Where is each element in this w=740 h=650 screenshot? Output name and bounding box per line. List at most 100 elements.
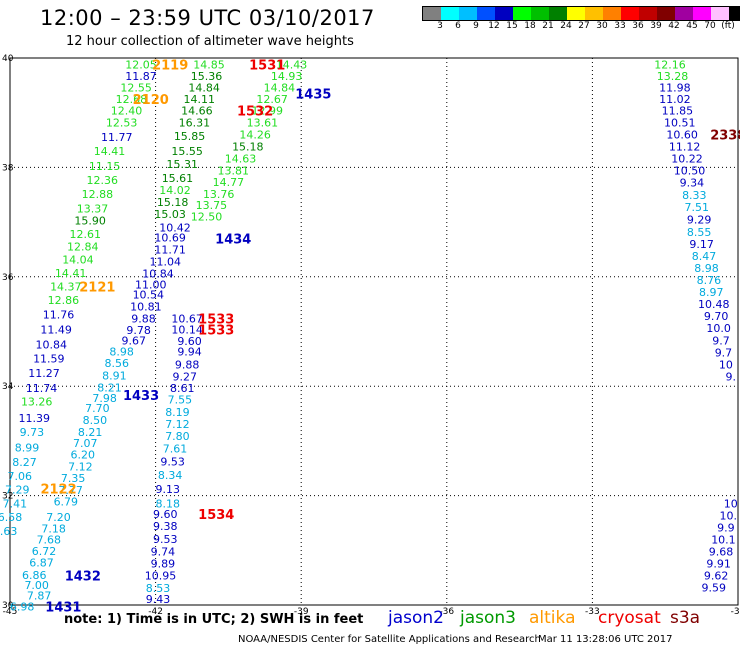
- color-scale-label: 27: [578, 21, 590, 31]
- wave-height-value: 12.61: [69, 228, 101, 241]
- y-tick-label: 38: [2, 163, 14, 173]
- wave-height-value: 8.97: [699, 286, 724, 299]
- wave-height-value: 10.48: [698, 298, 730, 311]
- chart-subtitle: 12 hour collection of altimeter wave hei…: [66, 34, 354, 49]
- pass-time: 2120: [133, 93, 169, 108]
- wave-height-value: 8.56: [105, 357, 130, 370]
- wave-height-value: 10: [724, 497, 738, 510]
- wave-height-value: 7.61: [163, 443, 188, 456]
- x-tick-label: -42: [148, 607, 163, 617]
- wave-height-value: 13.28: [657, 70, 689, 83]
- wave-height-value: 7.00: [24, 579, 49, 592]
- wave-height-value: 10.22: [671, 153, 703, 166]
- wave-height-value: 14.43: [276, 59, 308, 72]
- wave-height-value: 7.12: [165, 418, 190, 431]
- wave-height-value: 11.59: [33, 352, 65, 365]
- wave-height-value: 9.70: [704, 310, 729, 323]
- wave-height-value: 6.63: [0, 525, 17, 538]
- wave-height-value: 9.7: [712, 334, 730, 347]
- pass-time: 1432: [65, 569, 101, 584]
- wave-height-value: 15.55: [171, 145, 203, 158]
- wave-height-value: 15.90: [74, 214, 106, 227]
- wave-height-value: 9.60: [177, 335, 202, 348]
- wave-height-value: 10.50: [674, 165, 706, 178]
- color-scale-label: 70: [704, 21, 716, 31]
- wave-height-value: 14.11: [184, 93, 216, 106]
- wave-height-value: 8.76: [697, 274, 722, 287]
- wave-height-value: 7.18: [41, 522, 66, 535]
- wave-height-value: 9.9: [717, 521, 735, 534]
- wave-height-value: 12.86: [48, 294, 80, 307]
- wave-height-value: 11.71: [154, 243, 186, 256]
- wave-height-value: 15.61: [162, 172, 194, 185]
- color-swatch: [567, 7, 585, 20]
- color-swatch: [729, 7, 740, 20]
- wave-height-value: 13.37: [77, 202, 109, 215]
- satellite-altika: altika: [529, 608, 576, 628]
- color-swatch: [495, 7, 513, 20]
- wave-height-value: 9.29: [687, 213, 712, 226]
- wave-height-value: 14.66: [181, 105, 213, 118]
- wave-height-value: 10.0: [706, 322, 731, 335]
- wave-height-value: 13.61: [247, 117, 279, 130]
- wave-height-value: 6.86: [22, 569, 47, 582]
- wave-height-value: 12.16: [654, 59, 686, 72]
- wave-height-value: 9.91: [706, 557, 731, 570]
- wave-height-value: 12.67: [256, 93, 288, 106]
- wave-height-value: 6.98: [10, 601, 35, 614]
- pass-time: 1534: [198, 508, 234, 523]
- wave-height-value: 9.7: [715, 346, 733, 359]
- wave-height-value: 14.84: [264, 82, 296, 95]
- wave-height-value: 7.87: [27, 590, 52, 603]
- wave-height-value: 9.89: [151, 557, 176, 570]
- color-scale-label: 3: [437, 21, 443, 31]
- pass-time: 2121: [79, 281, 115, 296]
- wave-height-value: 7.29: [5, 484, 30, 497]
- wave-height-value: 9.78: [126, 324, 151, 337]
- wave-height-value: 12.40: [111, 105, 143, 118]
- wave-height-value: 16.31: [179, 117, 211, 130]
- footer-note: note: 1) Time is in UTC; 2) SWH is in fe…: [64, 612, 364, 627]
- wave-height-value: 10.69: [154, 231, 186, 244]
- wave-height-value: 11.00: [135, 278, 167, 291]
- color-swatch: [639, 7, 657, 20]
- wave-height-value: 14.63: [225, 153, 257, 166]
- wave-height-value: 11.02: [659, 93, 691, 106]
- wave-height-value: 14.26: [239, 129, 271, 142]
- color-swatch: [603, 7, 621, 20]
- wave-height-value: 8.33: [682, 189, 707, 202]
- wave-height-value: 8.18: [155, 497, 180, 510]
- wave-height-value: 15.36: [191, 70, 223, 83]
- y-tick-label: 30: [2, 601, 14, 611]
- color-swatch: [585, 7, 603, 20]
- wave-height-value: 9.74: [151, 545, 176, 558]
- pass-time: 1431: [45, 601, 81, 616]
- wave-height-value: 14.85: [193, 59, 225, 72]
- wave-height-value: 12.55: [120, 82, 152, 95]
- wave-height-value: 14.41: [55, 267, 87, 280]
- satellite-jason2: jason2: [388, 608, 444, 628]
- wave-height-value: 14.84: [188, 82, 220, 95]
- credit-text: NOAA/NESDIS Center for Satellite Applica…: [238, 634, 541, 645]
- wave-height-value: 9.59: [701, 581, 726, 594]
- wave-height-value: 8.98: [109, 346, 134, 359]
- color-scale-bar: [422, 6, 740, 21]
- wave-height-value: 9.53: [160, 456, 185, 469]
- wave-height-value: 8.21: [78, 426, 103, 439]
- wave-height-value: 8.47: [692, 250, 717, 263]
- y-tick-label: 40: [2, 54, 14, 64]
- pass-time: 2119: [152, 59, 188, 74]
- pass-time: 1533: [198, 323, 234, 338]
- color-scale-label: 33: [614, 21, 626, 31]
- pass-time: 1433: [123, 389, 159, 404]
- wave-height-value: 11.27: [28, 367, 60, 380]
- wave-height-value: 9.13: [155, 483, 180, 496]
- wave-height-value: 7.20: [46, 511, 71, 524]
- wave-height-value: 10: [719, 358, 733, 371]
- wave-height-value: 13.76: [203, 188, 235, 201]
- pass-time: 1532: [237, 105, 273, 120]
- wave-height-value: 11.74: [26, 382, 58, 395]
- wave-height-value: 11.85: [662, 105, 694, 118]
- pass-time: 1531: [249, 59, 285, 74]
